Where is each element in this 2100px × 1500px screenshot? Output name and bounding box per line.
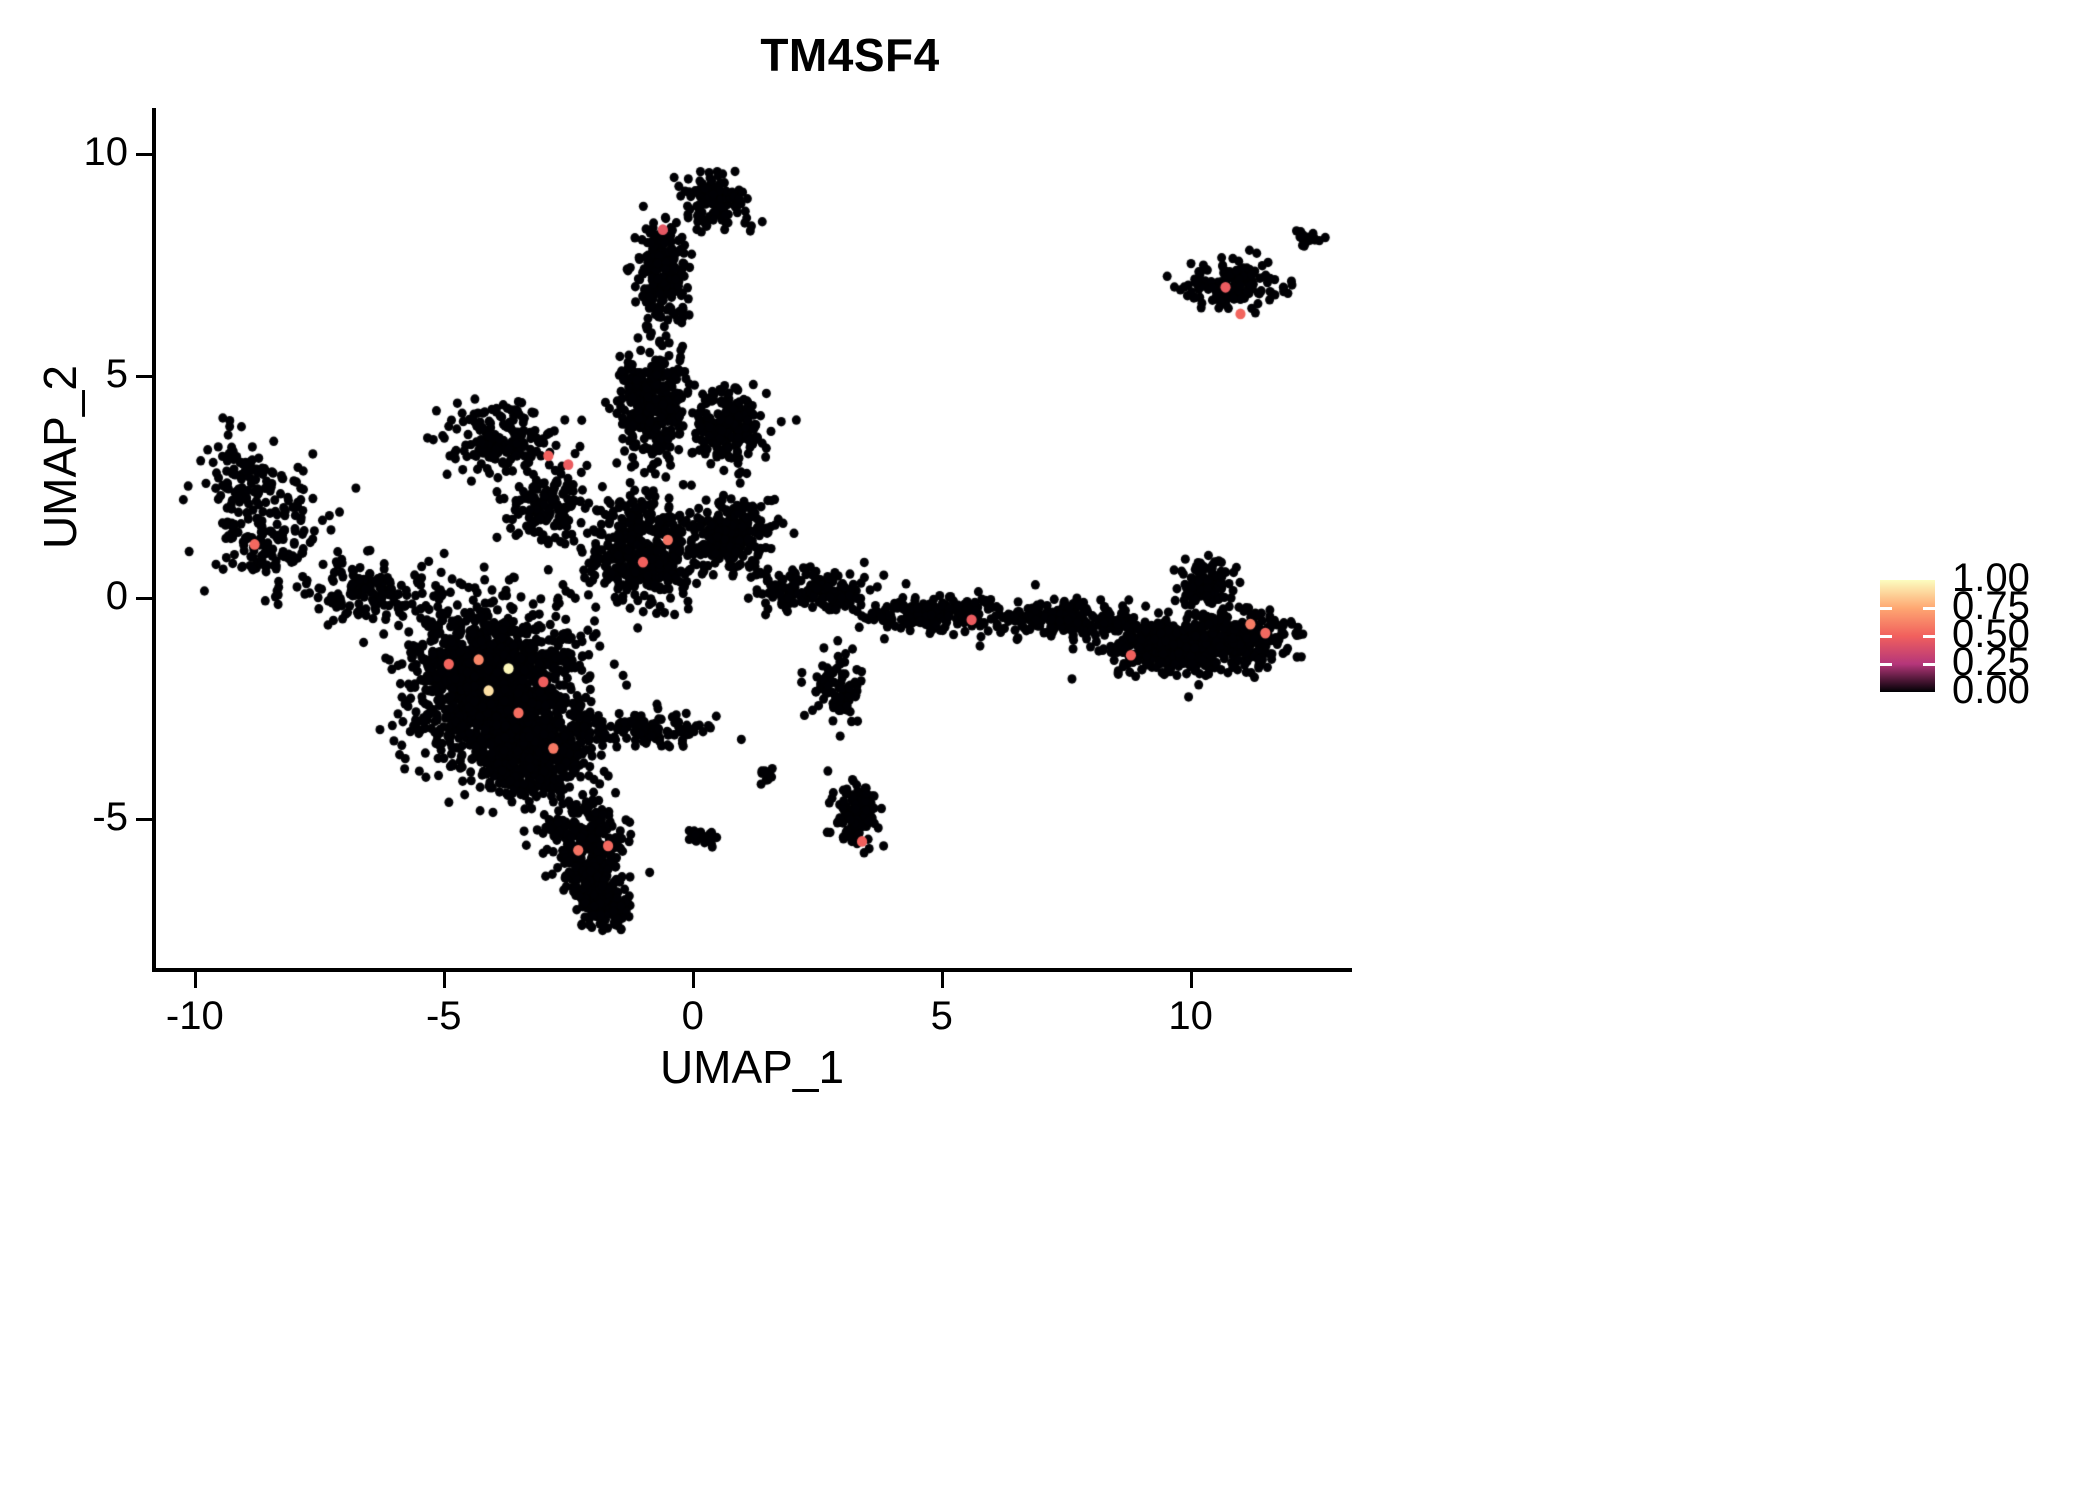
scatter-plot-canvas — [155, 110, 1350, 970]
x-tick-mark — [940, 972, 944, 988]
x-tick-label: 0 — [681, 994, 704, 1038]
legend-label: 1.00 — [1952, 556, 2030, 600]
y-tick-mark — [136, 596, 152, 600]
y-tick-label: -5 — [92, 795, 128, 840]
legend-tick-mark — [1923, 635, 1935, 638]
x-tick-label: 10 — [1168, 994, 1213, 1038]
y-tick-label: 5 — [105, 351, 128, 396]
y-tick-mark — [136, 818, 152, 822]
legend-tick-mark — [1923, 663, 1935, 666]
legend-label: 0.25 — [1952, 640, 2030, 684]
y-axis-title: UMAP_2 — [34, 364, 86, 550]
y-tick-label: 0 — [105, 573, 128, 618]
x-tick-mark — [691, 972, 695, 988]
legend-label: 0.50 — [1952, 612, 2030, 656]
y-tick-mark — [136, 374, 152, 378]
color-legend: 1.00 0.75 0.50 0.25 0.00 — [1880, 430, 2090, 710]
x-axis-line — [152, 968, 1352, 972]
x-tick-label: -10 — [165, 994, 224, 1038]
x-tick-mark — [442, 972, 446, 988]
legend-tick-mark — [1923, 607, 1935, 610]
page-title: TM4SF4 — [760, 29, 940, 81]
x-tick-label: 5 — [930, 994, 953, 1038]
x-tick-label: -5 — [425, 994, 462, 1038]
x-tick-mark — [193, 972, 197, 988]
plot-panel — [155, 110, 1350, 970]
y-axis-line — [152, 108, 156, 972]
y-tick-label: 10 — [83, 130, 129, 175]
legend-label: 0.75 — [1952, 584, 2030, 628]
y-tick-mark — [136, 153, 152, 157]
x-tick-mark — [1189, 972, 1193, 988]
legend-label: 0.00 — [1952, 668, 2030, 712]
legend-tick-mark — [1880, 635, 1892, 638]
x-axis-title: UMAP_1 — [659, 1041, 845, 1093]
legend-tick-mark — [1880, 607, 1892, 610]
legend-tick-mark — [1880, 663, 1892, 666]
